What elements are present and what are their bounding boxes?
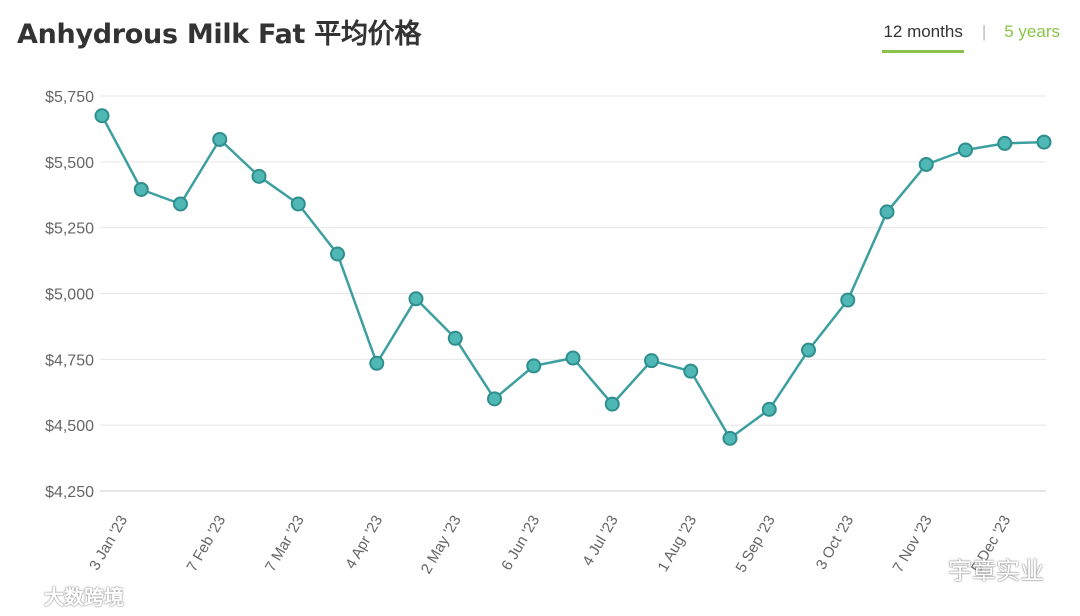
data-point: [801, 342, 816, 358]
y-tick-label: $4,500: [45, 418, 94, 435]
y-tick-label: $5,750: [45, 89, 94, 106]
x-tick-label: 4 Jul '23: [579, 513, 621, 569]
x-tick-label: 3 Oct '23: [813, 513, 858, 573]
data-point: [487, 391, 502, 407]
data-point: [212, 131, 228, 147]
x-tick-label: 7 Feb '23: [183, 513, 229, 575]
data-point: [133, 181, 149, 197]
data-point: [644, 353, 659, 369]
data-point: [958, 142, 973, 158]
x-tick-label: 7 Mar '23: [262, 513, 308, 575]
y-tick-label: $4,250: [45, 484, 94, 501]
data-point: [94, 108, 110, 124]
data-point: [330, 246, 345, 262]
data-point: [840, 292, 856, 308]
x-tick-label: 4 Apr '23: [342, 513, 386, 572]
y-tick-label: $4,750: [45, 352, 94, 369]
x-tick-label: 1 Aug '23: [654, 513, 700, 575]
data-point: [369, 355, 385, 371]
data-point: [447, 330, 463, 346]
data-point: [604, 396, 620, 412]
data-point: [722, 430, 738, 446]
y-tick-label: $5,250: [45, 221, 94, 238]
data-point: [251, 168, 267, 184]
series-line: [100, 114, 1046, 440]
tab-5-years[interactable]: 5 years: [1004, 22, 1060, 41]
x-tick-label: 3 Jan '23: [86, 513, 131, 574]
watermark-left: 大数跨境: [8, 581, 124, 610]
data-point: [683, 363, 699, 379]
data-point: [526, 358, 542, 374]
data-point: [408, 291, 424, 307]
chart-title: Anhydrous Milk Fat 平均价格: [17, 19, 422, 50]
data-point: [290, 196, 306, 212]
range-tabs: 12 months | 5 years: [882, 22, 1060, 53]
watermark-left-text: 大数跨境: [44, 585, 124, 609]
wechat-icon: [908, 555, 941, 581]
data-point: [879, 204, 895, 220]
data-point: [761, 401, 777, 417]
tab-separator: |: [981, 22, 987, 41]
brand-logo-icon: [9, 586, 38, 603]
x-tick-label: 2 May '23: [418, 513, 465, 577]
x-tick-label: 6 Jun '23: [498, 513, 543, 574]
data-point: [918, 156, 934, 172]
data-point: [173, 196, 188, 212]
y-tick-label: $5,000: [45, 287, 94, 304]
data-point: [997, 135, 1013, 151]
data-point: [565, 350, 581, 366]
x-tick-label: 5 Sep '23: [733, 513, 779, 576]
watermark-right: 宇章实业: [908, 551, 1044, 586]
data-point: [1036, 134, 1052, 150]
tab-12-months[interactable]: 12 months: [882, 22, 964, 53]
watermark-right-text: 宇章实业: [948, 557, 1044, 585]
y-tick-label: $5,500: [45, 155, 94, 172]
